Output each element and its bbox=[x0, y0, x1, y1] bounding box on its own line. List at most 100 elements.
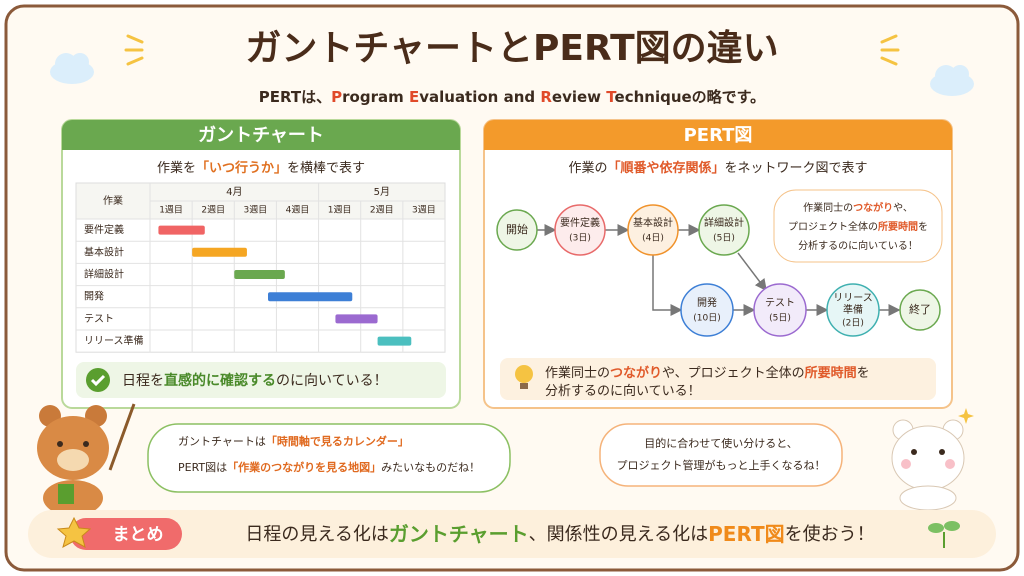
summary-badge-text: まとめ bbox=[113, 525, 164, 545]
week-label: 1週目 bbox=[328, 205, 352, 216]
week-label: 2週目 bbox=[201, 205, 225, 216]
text-segment: をネットワーク図で表す bbox=[725, 161, 868, 176]
text-segment: 、関係性の見える化は bbox=[529, 524, 708, 545]
text-line: PERT図は「作業のつながりを見る地図」みたいなものだね！ bbox=[178, 460, 480, 474]
month-label: 5月 bbox=[374, 186, 390, 198]
node-label: 終了 bbox=[909, 302, 931, 316]
summary-bar bbox=[28, 510, 996, 558]
text-line: プロジェクト全体の所要時間を bbox=[788, 220, 928, 233]
text-segment: 分析するのに向いている！ bbox=[545, 383, 701, 399]
sparkles bbox=[124, 34, 900, 66]
week-label: 1週目 bbox=[159, 205, 183, 216]
gantt-bar bbox=[335, 314, 378, 324]
highlight: 所要時間 bbox=[878, 220, 918, 233]
text-line: ガントチャートは「時間軸で見るカレンダー」 bbox=[178, 434, 409, 448]
text-segment: や、プロジェクト全体の bbox=[662, 365, 805, 381]
text-segment: 分析するのに向いている！ bbox=[798, 239, 918, 252]
pert-header bbox=[484, 120, 952, 150]
pert-node bbox=[496, 209, 538, 251]
highlight: 所要時間 bbox=[805, 365, 857, 381]
pert-callout bbox=[773, 189, 943, 263]
pert-arrows bbox=[537, 224, 901, 316]
pert-node bbox=[627, 204, 679, 256]
text-line: 日程の見える化はガントチャート、関係性の見える化はPERT図を使おう！ bbox=[245, 522, 874, 546]
text-segment: rogram bbox=[342, 88, 409, 106]
title: ガントチャートとPERT図の違い bbox=[245, 28, 778, 69]
bulb-base bbox=[520, 383, 528, 389]
week-label: 2週目 bbox=[370, 205, 394, 216]
gantt-bar bbox=[158, 225, 205, 235]
text-line: 目的に合わせて使い分けると、 bbox=[644, 436, 798, 450]
text-segment: echnique bbox=[615, 88, 692, 106]
node-duration: (2日) bbox=[842, 318, 864, 329]
text-segment: 作業同士の bbox=[545, 365, 610, 381]
node-duration: (5日) bbox=[713, 233, 735, 244]
sprout-icon bbox=[928, 521, 960, 548]
bear-illustration bbox=[37, 403, 136, 516]
week-label: 3週目 bbox=[243, 205, 267, 216]
node-label: リリース準備 bbox=[833, 293, 873, 316]
text-line: プロジェクト管理がもっと上手くなるね！ bbox=[617, 458, 826, 472]
gantt-bar bbox=[192, 247, 247, 257]
highlight: 「作業のつながりを見る地図」 bbox=[227, 460, 381, 474]
node-label-cont: 準備 bbox=[843, 303, 863, 316]
bulb-icon bbox=[515, 365, 533, 383]
pert-node bbox=[680, 283, 734, 337]
gantt-bar bbox=[234, 270, 285, 279]
star-icon bbox=[56, 516, 92, 549]
bunny-bubble bbox=[599, 423, 843, 487]
summary-badge bbox=[70, 518, 182, 550]
text-segment: を bbox=[918, 221, 928, 233]
check-mark bbox=[90, 374, 106, 387]
text-segment: を横棒で表す bbox=[287, 161, 365, 176]
text-segment: PERTは、 bbox=[259, 88, 331, 106]
gantt-bar bbox=[377, 336, 412, 346]
text-line: 分析するのに向いている！ bbox=[545, 383, 701, 399]
week-label: 3週目 bbox=[412, 205, 436, 216]
task-name: 開発 bbox=[84, 290, 104, 303]
text-segment: を bbox=[857, 366, 870, 381]
node-label: 開発 bbox=[697, 296, 717, 309]
text-line: 分析するのに向いている！ bbox=[798, 239, 918, 252]
month-label: 4月 bbox=[226, 186, 242, 198]
text-line: PERTは、Program Evaluation and Review Tech… bbox=[259, 88, 765, 106]
text-line: 作業の「順番や依存関係」をネットワーク図で表す bbox=[568, 160, 867, 176]
gantt-heading: ガントチャート bbox=[198, 125, 324, 146]
highlight: E bbox=[409, 88, 419, 106]
text-segment: PERT図は bbox=[178, 461, 227, 474]
highlight: ガントチャート bbox=[389, 522, 529, 546]
node-duration: (10日) bbox=[693, 313, 720, 324]
text-segment: 作業を bbox=[157, 160, 196, 176]
node-duration: (4日) bbox=[642, 233, 664, 244]
text-segment: 作業同士の bbox=[803, 201, 853, 214]
highlight: T bbox=[606, 88, 617, 106]
highlight: つながり bbox=[610, 365, 662, 381]
gantt-note-box bbox=[76, 362, 446, 398]
text-segment: を使おう！ bbox=[785, 524, 875, 545]
pert-node bbox=[899, 289, 941, 331]
highlight: 直感的に確認する bbox=[164, 372, 276, 389]
task-name: 詳細設計 bbox=[84, 268, 124, 281]
task-header: 作業 bbox=[103, 194, 123, 207]
text-segment: のに向いている！ bbox=[276, 373, 388, 389]
text-segment: valuation and bbox=[419, 88, 540, 106]
pert-node bbox=[826, 283, 880, 337]
node-label: テスト bbox=[765, 298, 795, 309]
text-segment: や、 bbox=[893, 202, 913, 214]
text-segment: プロジェクト管理がもっと上手くなるね！ bbox=[617, 458, 826, 472]
gantt-bar bbox=[268, 292, 353, 302]
text-segment: 日程の見える化は bbox=[245, 524, 388, 545]
text-segment: 作業の bbox=[568, 160, 607, 176]
node-label: 開始 bbox=[506, 222, 528, 236]
task-name: 基本設計 bbox=[84, 245, 124, 258]
node-label: 要件定義 bbox=[560, 216, 600, 229]
highlight: 「時間軸で見るカレンダー」 bbox=[266, 434, 409, 448]
pert-heading: PERT図 bbox=[684, 125, 753, 146]
text-segment: の略です。 bbox=[692, 88, 766, 106]
highlight: 「いつ行うか」 bbox=[196, 160, 287, 176]
task-name: リリース準備 bbox=[84, 334, 144, 347]
node-label: 詳細設計 bbox=[704, 216, 744, 229]
text-line: 日程を直感的に確認するのに向いている！ bbox=[122, 372, 388, 389]
node-duration: (5日) bbox=[769, 313, 791, 324]
